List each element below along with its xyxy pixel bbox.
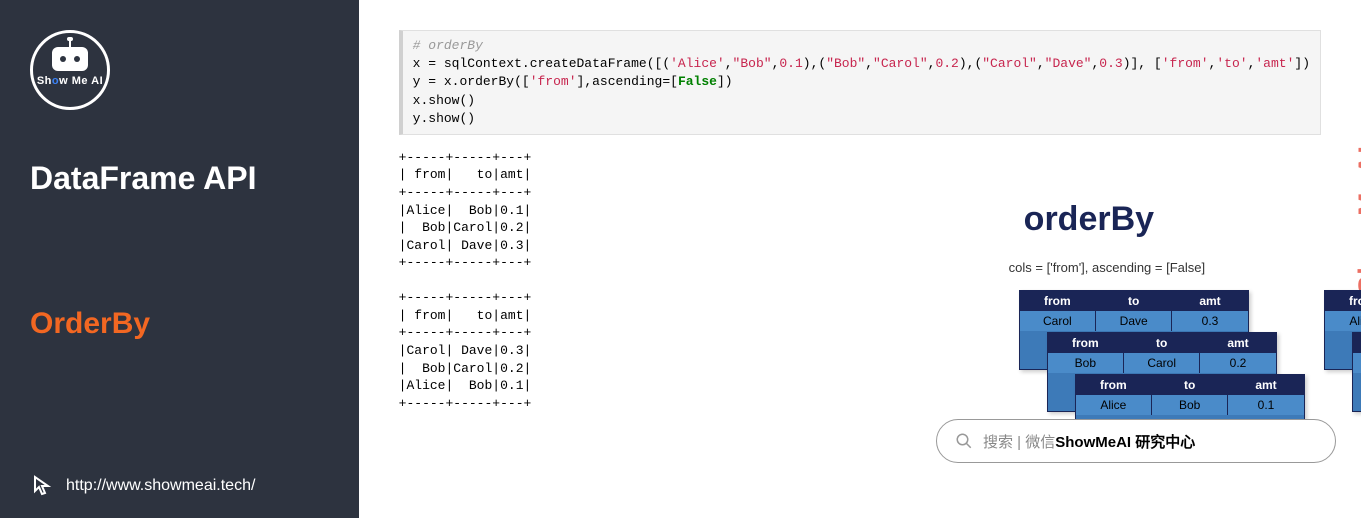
diagram-subtitle: cols = ['from'], ascending = [False] [1009, 260, 1205, 275]
card-cell: Bob [1353, 353, 1361, 373]
diagram-title: orderBy [1024, 200, 1154, 239]
card-header: to [1124, 333, 1200, 353]
logo-text-suffix: w Me AI [59, 75, 103, 87]
card-cell: Alice [1076, 395, 1152, 415]
sidebar-title: DataFrame API [30, 160, 329, 197]
sidebar-subtitle: OrderBy [30, 307, 329, 341]
card: from to amt Bob Carol 0.2 [1352, 332, 1361, 412]
card-header: from [1048, 333, 1124, 353]
search-pill[interactable]: 搜索 | 微信 ShowMeAI 研究中心 [936, 419, 1336, 463]
footer-url: http://www.showmeai.tech/ [66, 477, 255, 495]
sidebar-footer: http://www.showmeai.tech/ [30, 474, 329, 498]
card-cell: 0.3 [1172, 311, 1247, 331]
search-prefix: 搜索 | 微信 [983, 431, 1055, 452]
code-comment: # orderBy [413, 38, 483, 53]
card-cell: Dave [1096, 311, 1172, 331]
card-header: to [1096, 291, 1172, 311]
card-cell: Carol [1020, 311, 1096, 331]
card-header: amt [1228, 375, 1303, 395]
card-cell: Alice [1325, 311, 1361, 331]
search-icon [955, 432, 973, 450]
sidebar: Show Me AI DataFrame API OrderBy http://… [0, 0, 359, 518]
watermark-text: ShowMeAI [1353, 145, 1361, 295]
card-cell: Bob [1152, 395, 1228, 415]
logo-wrap: Show Me AI [30, 30, 329, 110]
card-header: amt [1172, 291, 1247, 311]
main-content: # orderBy x = sqlContext.createDataFrame… [359, 0, 1361, 518]
logo-icon: Show Me AI [30, 30, 110, 110]
card-header: to [1152, 375, 1228, 395]
card-cell: 0.2 [1200, 353, 1275, 373]
card-header: from [1020, 291, 1096, 311]
search-bold: ShowMeAI 研究中心 [1055, 431, 1195, 452]
card-cell: Carol [1124, 353, 1200, 373]
card-header: from [1353, 333, 1361, 353]
card-header: amt [1200, 333, 1275, 353]
cursor-icon [30, 474, 54, 498]
card-header: from [1076, 375, 1152, 395]
code-block: # orderBy x = sqlContext.createDataFrame… [399, 30, 1321, 135]
logo-text-prefix: Sh [37, 75, 52, 87]
card-cell: 0.1 [1228, 395, 1303, 415]
card-header: from [1325, 291, 1361, 311]
card-cell: Bob [1048, 353, 1124, 373]
